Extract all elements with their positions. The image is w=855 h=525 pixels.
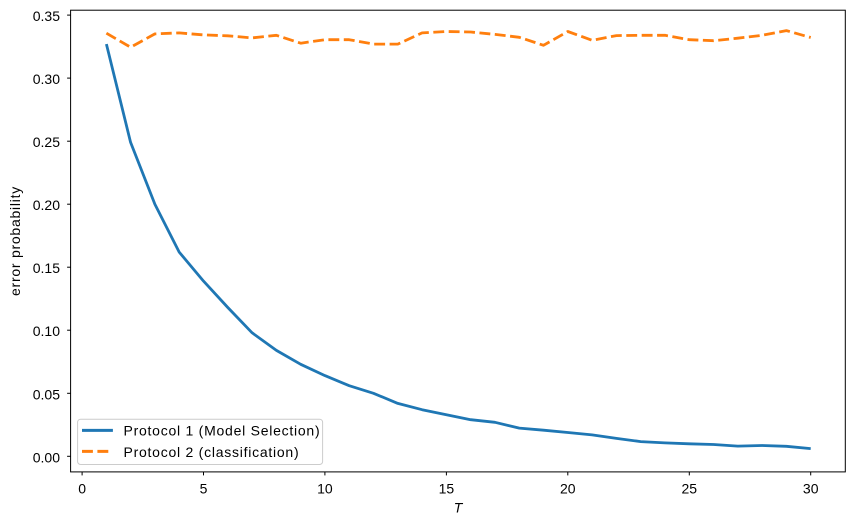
svg-text:25: 25 [682,481,698,497]
svg-text:5: 5 [200,481,208,497]
svg-text:15: 15 [439,481,455,497]
svg-text:20: 20 [560,481,576,497]
svg-text:0.00: 0.00 [33,449,60,465]
svg-text:error probability: error probability [7,186,23,296]
svg-text:0: 0 [78,481,86,497]
svg-text:30: 30 [803,481,819,497]
svg-text:Protocol 1 (Model Selection): Protocol 1 (Model Selection) [124,423,321,439]
svg-text:0.15: 0.15 [33,260,60,276]
svg-text:0.30: 0.30 [33,71,60,87]
svg-text:Protocol 2 (classification): Protocol 2 (classification) [124,444,300,460]
svg-text:T: T [454,500,464,516]
svg-text:0.05: 0.05 [33,386,60,402]
svg-text:0.25: 0.25 [33,134,60,150]
svg-text:0.20: 0.20 [33,197,60,213]
svg-text:0.35: 0.35 [33,8,60,24]
svg-text:10: 10 [317,481,333,497]
svg-text:0.10: 0.10 [33,323,60,339]
